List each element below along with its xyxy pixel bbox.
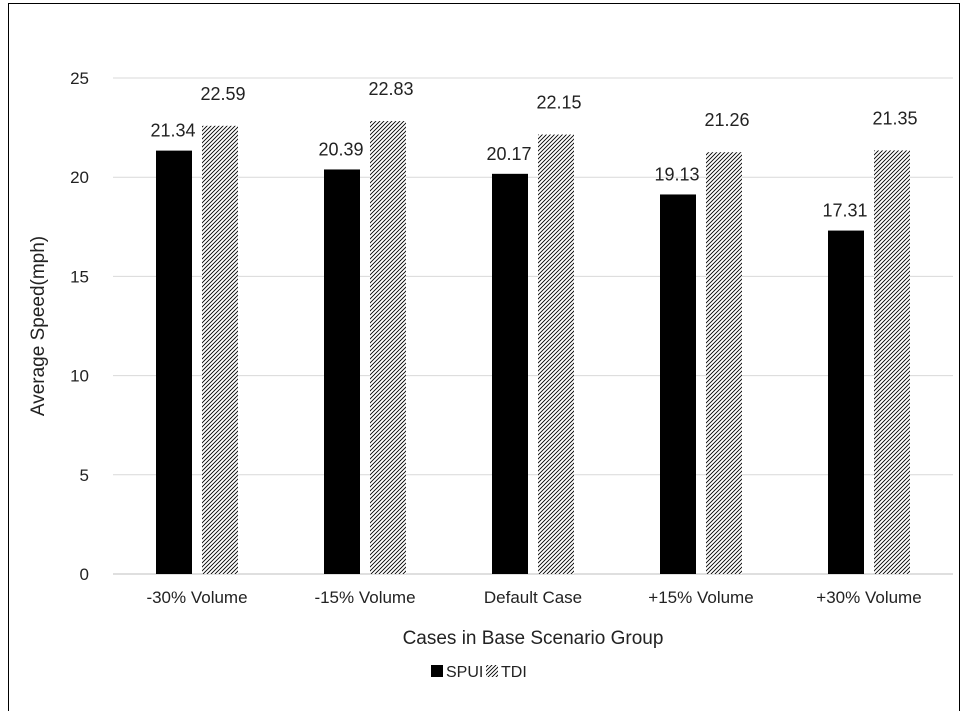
data-label-tdi: 21.26 xyxy=(704,110,749,130)
data-label-spui: 17.31 xyxy=(822,201,867,221)
bar-tdi xyxy=(370,121,406,575)
data-label-tdi: 22.59 xyxy=(200,84,245,104)
y-axis-ticks: 0 5 10 15 20 25 xyxy=(70,69,89,584)
data-label-spui: 21.34 xyxy=(150,121,195,141)
data-label-tdi: 21.35 xyxy=(872,108,917,128)
y-tick-label: 0 xyxy=(80,565,89,584)
bar-spui xyxy=(828,230,864,575)
y-tick-label: 20 xyxy=(70,168,89,187)
chart-frame: 0 5 10 15 20 25 21.34 22.59 20.39 22.83 20.17 22.1… xyxy=(8,3,960,711)
bar-tdi xyxy=(538,134,574,574)
bar-tdi xyxy=(874,150,910,574)
bar-spui xyxy=(324,169,360,574)
legend-label-spui: SPUI xyxy=(446,664,483,681)
bar-spui xyxy=(492,173,528,574)
data-label-tdi: 22.15 xyxy=(536,93,581,113)
gridlines xyxy=(113,77,953,575)
y-tick-label: 15 xyxy=(70,267,89,286)
legend-label-tdi: TDI xyxy=(501,664,527,681)
data-label-spui: 20.39 xyxy=(318,139,363,159)
legend: SPUI TDI xyxy=(431,664,527,681)
y-tick-label: 10 xyxy=(70,367,89,386)
legend-swatch-tdi xyxy=(486,665,498,677)
bar-tdi xyxy=(202,125,238,575)
data-label-spui: 20.17 xyxy=(486,144,531,164)
x-tick-label: -30% Volume xyxy=(146,588,247,607)
x-tick-label: +15% Volume xyxy=(648,588,753,607)
x-tick-label: +30% Volume xyxy=(816,588,921,607)
bar-spui xyxy=(660,194,696,574)
x-tick-label: Default Case xyxy=(484,588,582,607)
x-axis-title: Cases in Base Scenario Group xyxy=(403,628,664,649)
bar-tdi xyxy=(706,152,742,574)
x-tick-label: -15% Volume xyxy=(314,588,415,607)
data-label-spui: 19.13 xyxy=(654,164,699,184)
data-label-tdi: 22.83 xyxy=(368,79,413,99)
legend-swatch-spui xyxy=(431,665,443,677)
bar-spui xyxy=(156,150,192,575)
y-tick-label: 5 xyxy=(80,466,89,485)
bars xyxy=(156,121,910,575)
y-tick-label: 25 xyxy=(70,69,89,88)
y-axis-title: Average Speed(mph) xyxy=(28,236,49,416)
x-axis-ticks: -30% Volume -15% Volume Default Case +15% V… xyxy=(146,588,921,607)
